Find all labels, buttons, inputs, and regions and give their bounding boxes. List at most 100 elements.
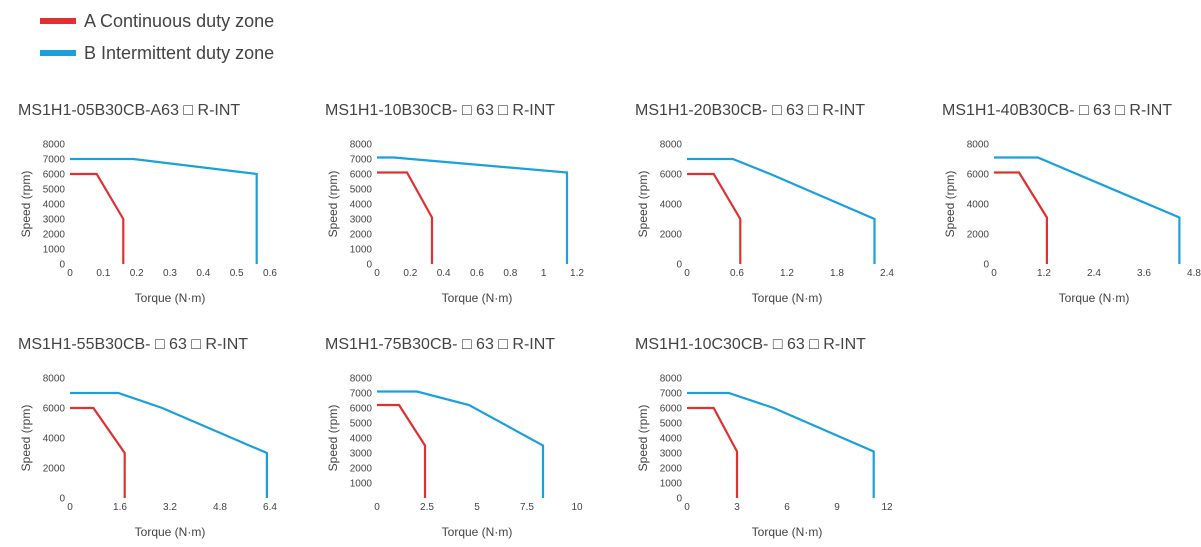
chart-title: MS1H1-55B30CB- □ 63 □ R-INT bbox=[18, 336, 249, 353]
continuous-duty-line bbox=[70, 172, 125, 264]
chart-title: MS1H1-40B30CB- □ 63 □ R-INT bbox=[942, 102, 1173, 119]
chart-panel-3: MS1H1-20B30CB- □ 63 □ R-INT 0 0.6 1.2 1.8 2.… bbox=[635, 102, 935, 305]
x-tick-label: 4.8 bbox=[1187, 268, 1201, 279]
y-tick-label: 6000 bbox=[43, 404, 66, 415]
y-tick-label: 2000 bbox=[350, 230, 373, 241]
chart-panel-6: MS1H1-75B30CB- □ 63 □ R-INT 0 2.5 5 7.5 10 10… bbox=[325, 336, 625, 540]
y-tick-label: 8000 bbox=[967, 140, 990, 151]
chart-panel-1: MS1H1-05B30CB-A63 □ R-INT 0 0.1 0.2 0.3 0.4 0… bbox=[18, 102, 318, 306]
chart-panel-5: MS1H1-55B30CB- □ 63 □ R-INT 0 1.6 3.2 4.8 6.… bbox=[18, 336, 318, 540]
x-axis-label: Torque (N·m) bbox=[135, 525, 206, 539]
x-tick-label: 0.6 bbox=[730, 268, 744, 279]
legend: A Continuous duty zone B Intermittent du… bbox=[40, 5, 274, 69]
chart-title: MS1H1-10B30CB- □ 63 □ R-INT bbox=[325, 102, 556, 119]
x-tick-label: 6.4 bbox=[263, 502, 277, 513]
chart-title: MS1H1-20B30CB- □ 63 □ R-INT bbox=[635, 102, 866, 119]
x-tick-label: 0 bbox=[67, 268, 73, 279]
x-tick-label: 0 bbox=[684, 268, 690, 279]
intermittent-duty-line bbox=[377, 390, 545, 498]
intermittent-duty-line bbox=[687, 157, 876, 264]
y-tick-label: 3000 bbox=[350, 215, 373, 226]
x-tick-label: 0 bbox=[991, 268, 997, 279]
y-axis-label: Speed (rpm) bbox=[326, 405, 340, 472]
y-tick-label: 7000 bbox=[43, 155, 66, 166]
y-tick-label: 4000 bbox=[350, 200, 373, 211]
x-tick-label: 0.6 bbox=[470, 268, 484, 279]
chart-title: MS1H1-05B30CB-A63 □ R-INT bbox=[18, 102, 241, 119]
x-tick-label: 4.8 bbox=[213, 502, 227, 513]
y-tick-label: 1000 bbox=[43, 245, 66, 256]
x-tick-label: 1.2 bbox=[780, 268, 794, 279]
y-tick-label: 2000 bbox=[43, 464, 66, 475]
y-tick-label: 8000 bbox=[660, 140, 683, 151]
y-tick-label: 1000 bbox=[660, 479, 683, 490]
x-tick-label: 9 bbox=[834, 502, 840, 513]
y-tick-label: 4000 bbox=[43, 434, 66, 445]
x-tick-label: 1.2 bbox=[570, 268, 584, 279]
legend-item-continuous: A Continuous duty zone bbox=[40, 5, 274, 37]
y-tick-label: 3000 bbox=[660, 449, 683, 460]
legend-item-intermittent: B Intermittent duty zone bbox=[40, 37, 274, 69]
y-axis-label: Speed (rpm) bbox=[19, 171, 33, 238]
x-axis-label: Torque (N·m) bbox=[752, 291, 823, 305]
y-tick-label: 8000 bbox=[660, 374, 683, 385]
y-tick-label: 8000 bbox=[43, 140, 66, 151]
intermittent-duty-line bbox=[70, 157, 258, 264]
y-tick-label: 7000 bbox=[350, 389, 373, 400]
y-tick-label: 4000 bbox=[660, 434, 683, 445]
x-tick-label: 12 bbox=[881, 502, 893, 513]
chart-svg: 0 2.5 5 7.5 10 1000 2000 3000 4000 5000 6000 7000 80… bbox=[326, 374, 583, 540]
intermittent-duty-line bbox=[994, 156, 1181, 264]
continuous-duty-line bbox=[377, 403, 427, 498]
x-axis-label: Torque (N·m) bbox=[1059, 291, 1130, 305]
x-axis-label: Torque (N·m) bbox=[442, 291, 513, 305]
y-tick-label: 2000 bbox=[43, 230, 66, 241]
x-tick-label: 2.4 bbox=[1087, 268, 1101, 279]
y-axis-label: Speed (rpm) bbox=[636, 171, 650, 238]
y-tick-label: 6000 bbox=[43, 170, 66, 181]
y-tick-label: 8000 bbox=[350, 140, 373, 151]
x-axis-label: Torque (N·m) bbox=[442, 525, 513, 539]
intermittent-duty-line bbox=[70, 391, 268, 498]
y-tick-label: 6000 bbox=[660, 170, 683, 181]
x-tick-label: 3.2 bbox=[163, 502, 177, 513]
legend-swatch-intermittent bbox=[40, 50, 76, 56]
y-tick-label: 6000 bbox=[660, 404, 683, 415]
y-tick-label: 2000 bbox=[660, 464, 683, 475]
x-tick-label: 2.4 bbox=[880, 268, 894, 279]
x-tick-label: 0.5 bbox=[230, 268, 244, 279]
x-tick-label: 3 bbox=[734, 502, 740, 513]
x-tick-label: 0 bbox=[374, 268, 380, 279]
y-axis-label: Speed (rpm) bbox=[943, 171, 957, 238]
y-tick-label: 2000 bbox=[660, 230, 683, 241]
y-tick-label: 4000 bbox=[660, 200, 683, 211]
continuous-duty-line bbox=[994, 171, 1049, 264]
chart-svg: 0 0.2 0.4 0.6 0.8 1 1.2 0 1000 2000 3000 4000 5000 60… bbox=[326, 140, 584, 306]
chart-svg: 0 0.1 0.2 0.3 0.4 0.5 0.6 0 1000 2000 3000 4000 5000… bbox=[19, 140, 277, 306]
y-tick-label: 6000 bbox=[350, 170, 373, 181]
y-tick-label: 2000 bbox=[967, 230, 990, 241]
y-tick-label: 0 bbox=[59, 260, 65, 271]
y-tick-label: 7000 bbox=[350, 155, 373, 166]
y-tick-label: 3000 bbox=[350, 449, 373, 460]
legend-swatch-continuous bbox=[40, 18, 76, 24]
chart-title: MS1H1-75B30CB- □ 63 □ R-INT bbox=[325, 336, 556, 353]
y-axis-label: Speed (rpm) bbox=[636, 405, 650, 472]
x-tick-label: 0.3 bbox=[163, 268, 177, 279]
x-tick-label: 0.1 bbox=[96, 268, 110, 279]
y-axis-label: Speed (rpm) bbox=[19, 405, 33, 472]
x-tick-label: 0.6 bbox=[263, 268, 277, 279]
y-tick-label: 3000 bbox=[43, 215, 66, 226]
x-tick-label: 5 bbox=[474, 502, 480, 513]
x-tick-label: 7.5 bbox=[520, 502, 534, 513]
chart-svg: 0 1.6 3.2 4.8 6.4 0 2000 4000 6000 8000 Torque (N·… bbox=[19, 374, 277, 540]
x-tick-label: 1.8 bbox=[830, 268, 844, 279]
y-tick-label: 1000 bbox=[350, 479, 373, 490]
x-tick-label: 0 bbox=[684, 502, 690, 513]
x-tick-label: 0 bbox=[374, 502, 380, 513]
x-tick-label: 0 bbox=[67, 502, 73, 513]
y-tick-label: 5000 bbox=[660, 419, 683, 430]
y-tick-label: 7000 bbox=[660, 389, 683, 400]
intermittent-duty-line bbox=[687, 391, 875, 498]
x-tick-label: 0.2 bbox=[403, 268, 417, 279]
